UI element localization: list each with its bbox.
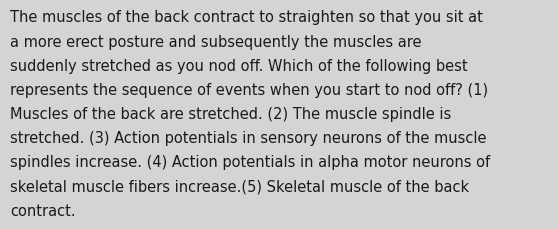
Text: stretched. (3) Action potentials in sensory neurons of the muscle: stretched. (3) Action potentials in sens… bbox=[10, 131, 487, 145]
Text: The muscles of the back contract to straighten so that you sit at: The muscles of the back contract to stra… bbox=[10, 10, 483, 25]
Text: contract.: contract. bbox=[10, 203, 76, 218]
Text: a more erect posture and subsequently the muscles are: a more erect posture and subsequently th… bbox=[10, 34, 421, 49]
Text: suddenly stretched as you nod off. Which of the following best: suddenly stretched as you nod off. Which… bbox=[10, 58, 468, 73]
Text: Muscles of the back are stretched. (2) The muscle spindle is: Muscles of the back are stretched. (2) T… bbox=[10, 106, 451, 121]
Text: skeletal muscle fibers increase.(5) Skeletal muscle of the back: skeletal muscle fibers increase.(5) Skel… bbox=[10, 179, 469, 194]
Text: represents the sequence of events when you start to nod off? (1): represents the sequence of events when y… bbox=[10, 82, 488, 97]
Text: spindles increase. (4) Action potentials in alpha motor neurons of: spindles increase. (4) Action potentials… bbox=[10, 155, 490, 169]
